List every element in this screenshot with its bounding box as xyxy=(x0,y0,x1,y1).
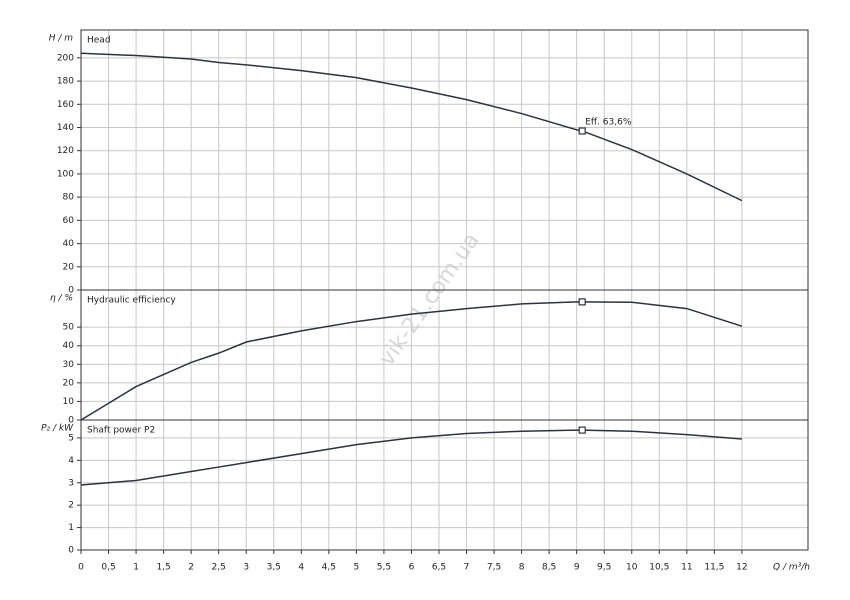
curve xyxy=(80,429,742,486)
y-tick-label: 200 xyxy=(57,53,74,63)
y-tick-label: 140 xyxy=(57,123,74,133)
curve xyxy=(80,301,743,421)
y-tick-label: 0 xyxy=(68,546,74,556)
panel-title: Head xyxy=(87,36,111,46)
y-tick-label: 60 xyxy=(63,216,75,226)
x-tick-label: 9,5 xyxy=(597,563,611,573)
x-tick-label: 8 xyxy=(519,563,525,573)
y-tick-label: 50 xyxy=(63,323,75,333)
x-tick-label: 4,5 xyxy=(322,563,336,573)
x-tick-label: 7 xyxy=(464,563,470,573)
x-tick-label: 7,5 xyxy=(487,563,501,573)
x-tick-label: 6 xyxy=(409,563,415,573)
y-axis-label: P₂ / kW xyxy=(41,424,74,434)
y-tick-label: 30 xyxy=(63,360,75,370)
y-tick-label: 0 xyxy=(68,416,74,426)
x-tick-label: 11 xyxy=(681,563,692,573)
y-tick-label: 0 xyxy=(68,286,74,296)
operating-point xyxy=(578,426,586,434)
y-tick-label: 3 xyxy=(68,478,74,488)
y-tick-label: 100 xyxy=(57,169,74,179)
panel-frame xyxy=(80,29,809,291)
y-tick-label: 180 xyxy=(57,77,74,87)
x-tick-label: 10 xyxy=(626,563,638,573)
y-tick-label: 2 xyxy=(68,501,74,511)
panel-title: Hydraulic efficiency xyxy=(87,296,176,306)
x-tick-label: 1 xyxy=(133,563,139,573)
x-tick-label: 4 xyxy=(298,563,304,573)
x-tick-label: 8,5 xyxy=(542,563,556,573)
y-tick-label: 80 xyxy=(63,193,75,203)
x-tick-label: 3,5 xyxy=(267,563,281,573)
x-tick-label: 5 xyxy=(354,563,360,573)
x-tick-label: 1,5 xyxy=(156,563,170,573)
y-tick-label: 10 xyxy=(63,397,75,407)
x-tick-label: 0,5 xyxy=(101,563,115,573)
panel-title: Shaft power P2 xyxy=(87,426,155,436)
x-axis-label: Q / m³/h xyxy=(773,563,810,573)
y-axis-label: η / % xyxy=(50,294,73,304)
x-tick-label: 0 xyxy=(78,563,84,573)
x-tick-label: 11,5 xyxy=(704,563,724,573)
y-axis-label: H / m xyxy=(49,34,74,44)
y-tick-label: 20 xyxy=(63,378,75,388)
x-tick-label: 6,5 xyxy=(432,563,446,573)
operating-point xyxy=(578,127,586,135)
panel-frame xyxy=(80,419,809,551)
x-tick-label: 3 xyxy=(243,563,249,573)
watermark: vik-21.com.ua xyxy=(375,229,485,371)
annotation: Eff. 63,6% xyxy=(585,117,632,127)
y-tick-label: 160 xyxy=(57,100,74,110)
y-tick-label: 40 xyxy=(63,239,75,249)
x-tick-label: 10,5 xyxy=(649,563,669,573)
x-tick-label: 2,5 xyxy=(212,563,226,573)
panel-frame xyxy=(80,289,809,421)
curve xyxy=(80,52,743,202)
y-tick-label: 4 xyxy=(68,456,74,466)
y-tick-label: 20 xyxy=(63,262,75,272)
y-tick-label: 40 xyxy=(63,341,75,351)
y-tick-label: 120 xyxy=(57,146,74,156)
x-tick-label: 9 xyxy=(574,563,580,573)
x-tick-label: 5,5 xyxy=(377,563,391,573)
x-tick-label: 2 xyxy=(188,563,194,573)
operating-point xyxy=(578,298,586,306)
y-tick-label: 1 xyxy=(68,523,74,533)
x-tick-label: 12 xyxy=(736,563,747,573)
y-tick-label: 5 xyxy=(68,433,74,443)
